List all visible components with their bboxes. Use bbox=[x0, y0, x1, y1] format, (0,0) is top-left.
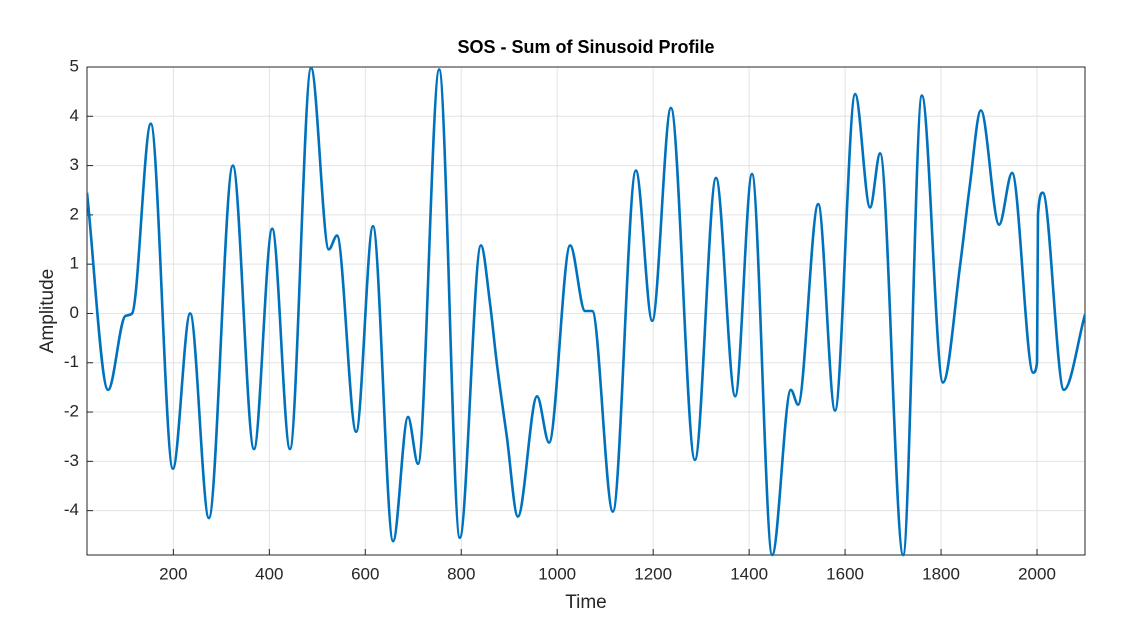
data-line bbox=[87, 66, 1085, 557]
y-tick-label: 4 bbox=[70, 106, 79, 125]
y-tick-label: -2 bbox=[64, 402, 79, 421]
x-tick-label: 400 bbox=[255, 564, 283, 583]
y-tick-label: 3 bbox=[70, 155, 79, 174]
y-axis-label: Amplitude bbox=[37, 269, 58, 354]
x-tick-label: 1600 bbox=[826, 564, 864, 583]
x-axis-label: Time bbox=[565, 592, 607, 613]
y-tick-label: -1 bbox=[64, 352, 79, 371]
chart-title: SOS - Sum of Sinusoid Profile bbox=[457, 37, 714, 57]
plot-frame bbox=[86, 66, 1086, 556]
y-tick-label: -3 bbox=[64, 451, 79, 470]
x-tick-label: 600 bbox=[351, 564, 379, 583]
y-tick-label: 2 bbox=[70, 204, 79, 223]
x-tick-label: 1400 bbox=[730, 564, 768, 583]
x-tick-label: 2000 bbox=[1018, 564, 1056, 583]
x-tick-label: 1200 bbox=[634, 564, 672, 583]
x-tick-label: 800 bbox=[447, 564, 475, 583]
y-tick-label: 1 bbox=[70, 254, 79, 273]
y-tick-label: 5 bbox=[70, 56, 79, 75]
x-tick-label: 200 bbox=[159, 564, 187, 583]
x-tick-label: 1000 bbox=[538, 564, 576, 583]
y-tick-label: 0 bbox=[70, 303, 79, 322]
y-tick-label: -4 bbox=[64, 500, 79, 519]
x-tick-label: 1800 bbox=[922, 564, 960, 583]
